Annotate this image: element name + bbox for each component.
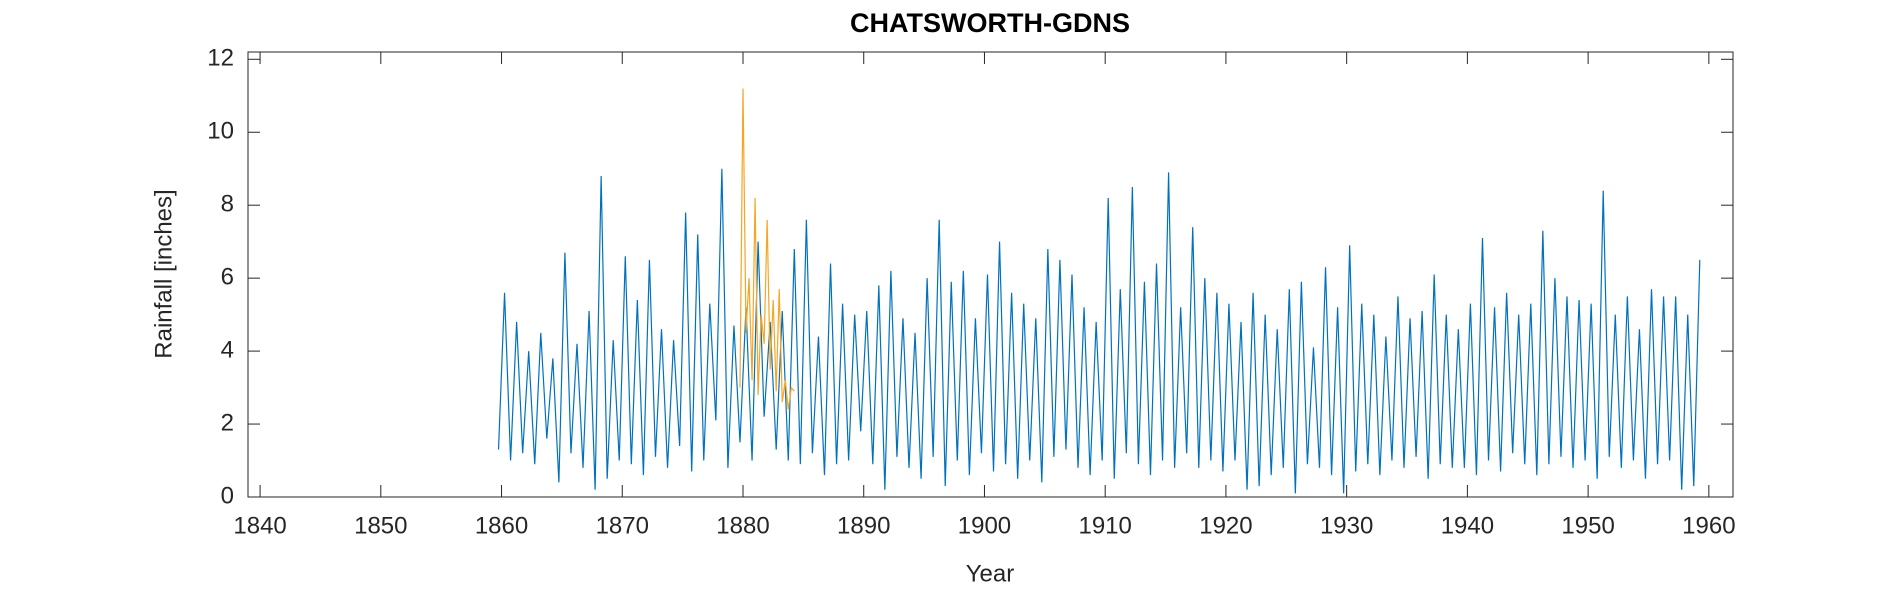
x-tick-label: 1920: [1199, 512, 1252, 539]
x-tick-label: 1890: [837, 512, 890, 539]
data-line: [739, 88, 795, 410]
x-tick-label: 1850: [354, 512, 407, 539]
plot-area: [247, 51, 1734, 498]
x-tick-label: 1860: [475, 512, 528, 539]
chart-title: CHATSWORTH-GDNS: [850, 8, 1130, 38]
x-tick-label: 1870: [596, 512, 649, 539]
x-tick-label: 1950: [1561, 512, 1614, 539]
x-tick-label: 1940: [1441, 512, 1494, 539]
x-tick-label: 1900: [958, 512, 1011, 539]
y-tick-label: 2: [221, 409, 234, 436]
y-tick-label: 6: [221, 263, 234, 290]
x-tick-label: 1930: [1320, 512, 1373, 539]
x-tick-label: 1880: [716, 512, 769, 539]
x-tick-label: 1840: [233, 512, 286, 539]
y-tick-label: 12: [207, 45, 234, 72]
y-tick-label: 10: [207, 118, 234, 145]
y-tick-label: 0: [221, 482, 234, 509]
x-tick-label: 1960: [1682, 512, 1735, 539]
x-tick-label: 1910: [1078, 512, 1131, 539]
x-axis-label: Year: [966, 560, 1015, 587]
y-axis-label: Rainfall [inches]: [150, 189, 177, 358]
y-tick-label: 8: [221, 191, 234, 218]
y-tick-label: 4: [221, 336, 234, 363]
data-line: [497, 168, 1701, 494]
